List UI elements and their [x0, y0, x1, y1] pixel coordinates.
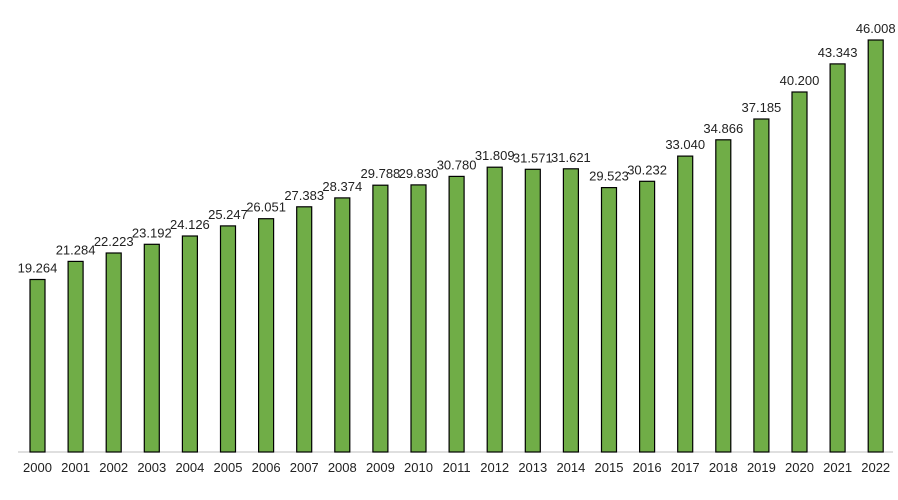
value-label-2020: 40.200	[780, 73, 820, 88]
bar-2007	[296, 206, 313, 453]
bar-2001	[67, 260, 84, 453]
bar-2019	[753, 118, 770, 453]
value-label-2010: 29.830	[399, 166, 439, 181]
x-tick-label-2017: 2017	[671, 460, 700, 475]
x-tick-label-2016: 2016	[633, 460, 662, 475]
x-tick-label-2019: 2019	[747, 460, 776, 475]
x-tick-label-2021: 2021	[823, 460, 852, 475]
x-tick-label-2014: 2014	[556, 460, 585, 475]
value-label-2007: 27.383	[284, 188, 324, 203]
bar-2018	[715, 139, 732, 453]
x-tick-label-2013: 2013	[518, 460, 547, 475]
value-label-2004: 24.126	[170, 217, 210, 232]
value-label-2003: 23.192	[132, 225, 172, 240]
bar-2021	[829, 63, 846, 453]
x-tick-label-2001: 2001	[61, 460, 90, 475]
x-tick-label-2005: 2005	[214, 460, 243, 475]
x-tick-label-2020: 2020	[785, 460, 814, 475]
value-label-2019: 37.185	[742, 100, 782, 115]
bar-2009	[372, 184, 389, 453]
value-label-2013: 31.571	[513, 150, 553, 165]
bar-2000	[29, 278, 46, 453]
bar-2022	[867, 39, 884, 453]
x-tick-label-2011: 2011	[443, 460, 471, 475]
value-label-2002: 22.223	[94, 234, 134, 249]
bar-2015	[600, 187, 618, 453]
x-tick-label-2007: 2007	[290, 460, 319, 475]
value-label-2017: 33.040	[665, 137, 705, 152]
x-tick-label-2010: 2010	[404, 460, 433, 475]
value-label-2009: 29.788	[361, 166, 401, 181]
value-label-2018: 34.866	[703, 121, 743, 136]
bar-2020	[791, 91, 808, 453]
value-label-2000: 19.264	[18, 261, 58, 276]
value-label-2016: 30.232	[627, 162, 667, 177]
bars-group	[29, 39, 884, 453]
bar-2013	[524, 168, 541, 453]
bar-2006	[258, 218, 275, 453]
bar-2012	[486, 166, 503, 453]
value-label-2006: 26.051	[246, 200, 286, 215]
value-label-2015: 29.523	[589, 169, 629, 184]
x-tick-label-2003: 2003	[137, 460, 166, 475]
bar-2017	[677, 155, 694, 453]
x-tick-label-2009: 2009	[366, 460, 395, 475]
x-tick-labels-group: 2000 2001 2002 2003 2004 2005 2006 2007 2008 2009…	[23, 460, 890, 475]
value-label-2001: 21.284	[56, 242, 96, 257]
bar-2010	[410, 184, 427, 453]
x-tick-label-2006: 2006	[252, 460, 281, 475]
value-label-2005: 25.247	[208, 207, 248, 222]
x-tick-label-2002: 2002	[99, 460, 128, 475]
value-label-2008: 28.374	[322, 179, 362, 194]
x-tick-label-2015: 2015	[595, 460, 624, 475]
value-label-2012: 31.809	[475, 148, 515, 163]
bar-2014	[562, 168, 580, 453]
x-tick-label-2008: 2008	[328, 460, 357, 475]
bar-2003	[143, 243, 160, 453]
bar-2004	[181, 235, 198, 453]
x-tick-label-2022: 2022	[861, 460, 890, 475]
bar-2011	[448, 175, 465, 453]
bar-2002	[105, 252, 122, 453]
bar-2008	[334, 197, 351, 453]
bar-2016	[638, 180, 656, 453]
x-tick-label-2012: 2012	[480, 460, 509, 475]
value-label-2022: 46.008	[856, 21, 896, 36]
x-tick-label-2018: 2018	[709, 460, 738, 475]
value-label-2014: 31.621	[551, 150, 591, 165]
value-label-2021: 43.343	[818, 45, 858, 60]
value-labels-group: 19.264 21.28422.22323.19224.12625.24726.0…	[18, 21, 896, 276]
x-tick-label-2000: 2000	[23, 460, 52, 475]
value-label-2011: 30.780	[437, 157, 477, 172]
x-tick-label-2004: 2004	[175, 460, 204, 475]
bar-2005	[219, 225, 237, 453]
